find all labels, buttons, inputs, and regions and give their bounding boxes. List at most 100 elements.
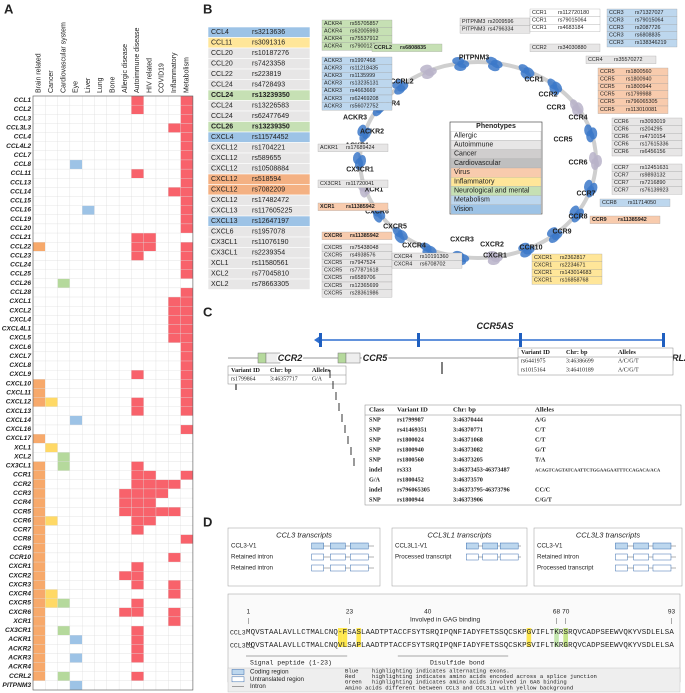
heat-cell [168, 497, 181, 508]
row-label: CCL7 [14, 152, 32, 159]
heat-cell [118, 479, 132, 490]
gene-cell: CCR5 [600, 107, 615, 113]
heat-cell [69, 214, 83, 225]
heat-cell [180, 662, 194, 672]
heat-cell [106, 242, 120, 252]
exon-box [633, 553, 649, 561]
heat-cell [69, 370, 83, 380]
heat-cell [82, 552, 95, 563]
heat-cell [82, 278, 95, 289]
heat-cell [180, 223, 194, 234]
heat-cell [45, 296, 58, 307]
heat-cell [69, 543, 83, 554]
heat-cell [118, 132, 132, 142]
snp-cell: rs12451631 [640, 165, 668, 171]
heat-cell [131, 552, 144, 563]
heat-cell [69, 415, 83, 426]
heat-cell [143, 379, 157, 389]
heat-cell [131, 342, 144, 353]
heat-cell [32, 406, 46, 416]
heat-cell [94, 114, 107, 124]
row-label: CCL2 [14, 106, 32, 113]
receptor-label: CCR10 [520, 245, 543, 252]
gene-cell: CXCR5 [324, 260, 342, 266]
heat-cell [180, 488, 194, 499]
snp-cell: rs204295 [640, 126, 662, 132]
snp-row-bg [585, 55, 657, 64]
gene-cell: CXCL12 [211, 144, 238, 151]
heat-cell [82, 232, 95, 243]
row-label: CCL3L3 [6, 124, 31, 131]
heat-cell [32, 415, 46, 426]
heat-cell [131, 306, 144, 316]
exon-box [615, 553, 628, 561]
legend-label: Cancer [454, 151, 477, 158]
heat-cell [32, 662, 46, 672]
heat-cell [168, 333, 181, 343]
table-cell: G/T [535, 447, 547, 454]
exon-box [350, 542, 369, 550]
table-cell: SNP [369, 437, 381, 444]
residue-position: 68 [553, 609, 561, 616]
heat-cell [57, 543, 71, 554]
heat-cell [69, 132, 83, 142]
table-cell: 3:46370771 [453, 427, 483, 434]
snp-cell: rs2009596 [488, 19, 513, 25]
heat-cell [131, 287, 144, 298]
heat-cell [94, 461, 107, 471]
heat-cell [168, 278, 181, 289]
heat-cell [131, 671, 144, 682]
heat-cell [57, 333, 71, 343]
gene-cell: CCR3 [609, 10, 624, 16]
heat-cell [94, 296, 107, 307]
snp-row-bg [599, 198, 671, 207]
row-label: CCR3 [13, 490, 31, 497]
protein-structure [354, 158, 364, 170]
gene-cell: CCR5 [600, 99, 615, 105]
heat-cell [131, 571, 144, 581]
table-frame [517, 347, 674, 376]
difference-highlight [526, 628, 532, 647]
heat-cell [131, 315, 144, 325]
heat-cell [82, 333, 95, 343]
heat-cell [155, 159, 169, 170]
heat-cell [94, 406, 107, 416]
heat-cell [168, 141, 181, 151]
heat-cell [106, 95, 120, 106]
heat-cell [57, 479, 71, 490]
gene-label: CCR5 [363, 353, 388, 363]
heat-cell [168, 571, 181, 581]
heat-cell [69, 479, 83, 490]
heat-cell [168, 296, 181, 307]
gene-cell: CXCL13 [211, 218, 238, 225]
receptor-label: CCR4 [568, 115, 587, 122]
row-label: CCR4 [13, 499, 31, 506]
heat-cell [106, 607, 120, 618]
heat-cell [32, 360, 46, 371]
snp-cell: rs77871618 [350, 268, 378, 274]
heat-cell [106, 260, 120, 270]
gene-label: CCR2 [278, 353, 303, 363]
heat-cell [118, 269, 132, 279]
heat-cell [106, 534, 120, 544]
heat-cell [57, 324, 71, 334]
table-cell: G/A [369, 477, 381, 484]
heat-cell [168, 470, 181, 480]
heat-cell [106, 571, 120, 581]
note-keyword: Red [345, 673, 355, 680]
snp-cell: rs6456156 [640, 149, 665, 155]
heat-cell [32, 287, 46, 298]
heat-cell [168, 488, 181, 499]
gene-cell: ACKR3 [324, 96, 342, 102]
snp-cell: rs1800944 [626, 84, 651, 90]
heat-cell [168, 616, 181, 627]
heat-cell [106, 324, 120, 334]
heat-cell [143, 552, 157, 563]
table-cell: ACAGTCAGTATCAATTCTGGAAGAATTTCCAGACA/ACA [535, 468, 661, 473]
heat-cell [118, 104, 132, 115]
gene-cell: XCL2 [211, 281, 229, 288]
snp-row-bg [391, 260, 463, 269]
heat-cell [180, 324, 194, 334]
heat-cell [94, 470, 107, 480]
heat-cell [57, 223, 71, 234]
